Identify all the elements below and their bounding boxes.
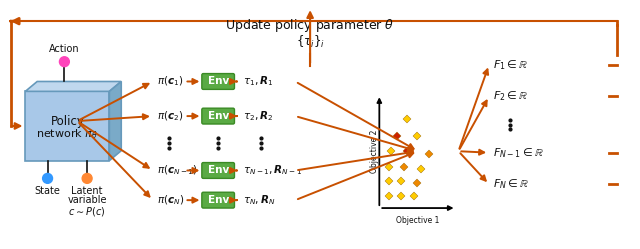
Text: $\pi(\boldsymbol{c}_2)$: $\pi(\boldsymbol{c}_2)$ <box>157 109 184 123</box>
Text: $\pi(\boldsymbol{c}_1)$: $\pi(\boldsymbol{c}_1)$ <box>157 75 184 88</box>
Text: $F_N \in \mathbb{R}$: $F_N \in \mathbb{R}$ <box>493 178 529 191</box>
Text: Update policy parameter $\theta$: Update policy parameter $\theta$ <box>225 17 395 34</box>
Text: Env: Env <box>207 166 228 176</box>
Text: Env: Env <box>207 195 228 205</box>
Polygon shape <box>26 91 109 161</box>
Text: Latent: Latent <box>72 186 103 196</box>
FancyBboxPatch shape <box>202 163 234 178</box>
Text: $c \sim P(c)$: $c \sim P(c)$ <box>68 205 106 218</box>
Text: Objective 1: Objective 1 <box>396 216 440 225</box>
Text: $\tau_2, \boldsymbol{R}_2$: $\tau_2, \boldsymbol{R}_2$ <box>243 109 273 123</box>
Text: $\pi(\boldsymbol{c}_{N-1})$: $\pi(\boldsymbol{c}_{N-1})$ <box>157 164 198 177</box>
Text: $F_1 \in \mathbb{R}$: $F_1 \in \mathbb{R}$ <box>493 58 529 71</box>
Text: Action: Action <box>49 44 80 54</box>
Text: $F_2 \in \mathbb{R}$: $F_2 \in \mathbb{R}$ <box>493 89 529 103</box>
Text: $\tau_1, \boldsymbol{R}_1$: $\tau_1, \boldsymbol{R}_1$ <box>243 75 273 88</box>
Text: $\{\tau_i\}_i$: $\{\tau_i\}_i$ <box>296 34 324 50</box>
Text: State: State <box>35 186 61 196</box>
FancyBboxPatch shape <box>202 73 234 89</box>
Text: variable: variable <box>67 195 107 205</box>
Polygon shape <box>109 81 121 161</box>
FancyBboxPatch shape <box>202 108 234 124</box>
Polygon shape <box>26 81 121 91</box>
Text: Objective 2: Objective 2 <box>370 129 379 173</box>
FancyBboxPatch shape <box>202 192 234 208</box>
Text: $F_{N-1} \in \mathbb{R}$: $F_{N-1} \in \mathbb{R}$ <box>493 146 544 160</box>
Circle shape <box>43 174 52 183</box>
Circle shape <box>82 174 92 183</box>
Circle shape <box>60 57 69 67</box>
Text: network $\pi_\theta$: network $\pi_\theta$ <box>36 127 99 141</box>
Text: Env: Env <box>207 111 228 121</box>
Text: $\pi(\boldsymbol{c}_{N})$: $\pi(\boldsymbol{c}_{N})$ <box>157 193 184 207</box>
Text: Env: Env <box>207 76 228 86</box>
Text: Policy: Policy <box>51 115 84 127</box>
Text: $\tau_N, \boldsymbol{R}_N$: $\tau_N, \boldsymbol{R}_N$ <box>243 193 275 207</box>
Text: $\tau_{N-1}, \boldsymbol{R}_{N-1}$: $\tau_{N-1}, \boldsymbol{R}_{N-1}$ <box>243 164 302 177</box>
